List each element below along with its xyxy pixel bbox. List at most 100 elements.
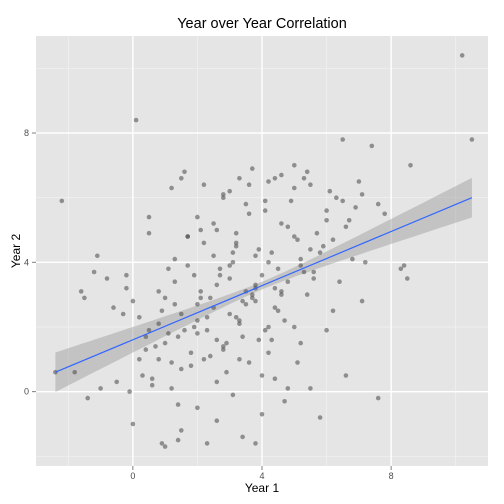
data-point (350, 256, 355, 262)
data-point (375, 395, 381, 401)
y-tick-label: 8 (24, 128, 29, 138)
data-point (156, 357, 161, 362)
data-point (340, 137, 346, 142)
data-point (204, 315, 210, 320)
data-point (240, 334, 245, 340)
data-point (204, 441, 210, 446)
data-point (304, 292, 310, 297)
data-point (230, 250, 236, 255)
data-point (191, 272, 197, 278)
data-point (156, 289, 161, 294)
data-point (208, 295, 213, 301)
data-point (211, 253, 216, 259)
data-point (308, 182, 313, 187)
data-point (159, 441, 165, 446)
data-point (188, 363, 194, 369)
data-point (405, 276, 410, 281)
data-point (292, 185, 297, 191)
data-point (233, 315, 239, 320)
data-point (172, 302, 178, 307)
data-point (149, 376, 155, 382)
data-point (224, 340, 229, 346)
data-point (266, 350, 271, 356)
data-point (262, 208, 268, 213)
x-tick-label: 8 (389, 471, 394, 481)
data-point (340, 198, 346, 204)
data-point (166, 266, 171, 272)
data-point (137, 357, 142, 362)
data-point (233, 240, 239, 246)
x-tick-label: 0 (130, 471, 135, 481)
data-point (363, 260, 368, 265)
data-point (292, 163, 297, 168)
data-point (162, 444, 168, 449)
data-point (301, 176, 307, 181)
chart-title: Year over Year Correlation (177, 16, 347, 32)
data-point (272, 176, 278, 181)
data-point (262, 327, 268, 333)
data-point (262, 198, 268, 204)
data-point (214, 337, 220, 343)
data-point (175, 334, 181, 340)
data-point (227, 311, 232, 317)
y-axis-label: Year 2 (9, 234, 23, 269)
data-point (130, 421, 136, 427)
data-point (330, 308, 336, 314)
data-point (172, 256, 178, 262)
data-point (279, 172, 284, 178)
data-point (243, 201, 249, 207)
data-point (266, 324, 271, 330)
data-point (195, 214, 200, 220)
data-point (308, 247, 313, 252)
data-point (311, 269, 317, 275)
data-point (217, 266, 223, 272)
data-point (91, 269, 97, 275)
data-point (195, 331, 200, 336)
data-point (162, 295, 168, 301)
data-point (359, 192, 365, 197)
data-point (243, 302, 249, 307)
data-point (334, 195, 339, 200)
data-point (153, 344, 158, 349)
data-point (343, 373, 349, 378)
data-point (469, 137, 475, 142)
data-point (175, 402, 181, 407)
data-point (275, 308, 281, 314)
data-point (246, 360, 252, 365)
data-point (195, 318, 200, 323)
data-point (233, 243, 239, 249)
data-point (179, 428, 184, 433)
data-point (269, 250, 275, 255)
data-point (250, 166, 255, 171)
data-point (198, 295, 203, 301)
data-point (295, 237, 300, 242)
data-point (275, 266, 281, 272)
data-point (324, 327, 329, 333)
y-tick-label: 4 (24, 257, 29, 267)
data-point (256, 247, 262, 252)
data-point (269, 337, 275, 343)
x-tick-label: 4 (259, 471, 264, 481)
data-point (253, 298, 258, 304)
data-point (137, 315, 142, 320)
data-point (221, 192, 226, 197)
data-point (146, 230, 152, 236)
data-point (266, 179, 271, 184)
data-point (253, 253, 258, 259)
data-point (198, 227, 203, 233)
data-point (188, 350, 194, 356)
data-point (233, 230, 239, 236)
data-point (308, 386, 313, 391)
data-point (282, 318, 287, 323)
data-point (240, 434, 245, 440)
data-point (304, 169, 310, 175)
data-point (217, 272, 223, 278)
data-points-layer (53, 53, 475, 449)
data-point (221, 195, 226, 200)
data-point (224, 369, 229, 375)
data-point (201, 182, 207, 187)
data-point (182, 169, 187, 175)
data-point (343, 224, 349, 230)
data-point (237, 357, 242, 362)
data-point (201, 357, 207, 362)
